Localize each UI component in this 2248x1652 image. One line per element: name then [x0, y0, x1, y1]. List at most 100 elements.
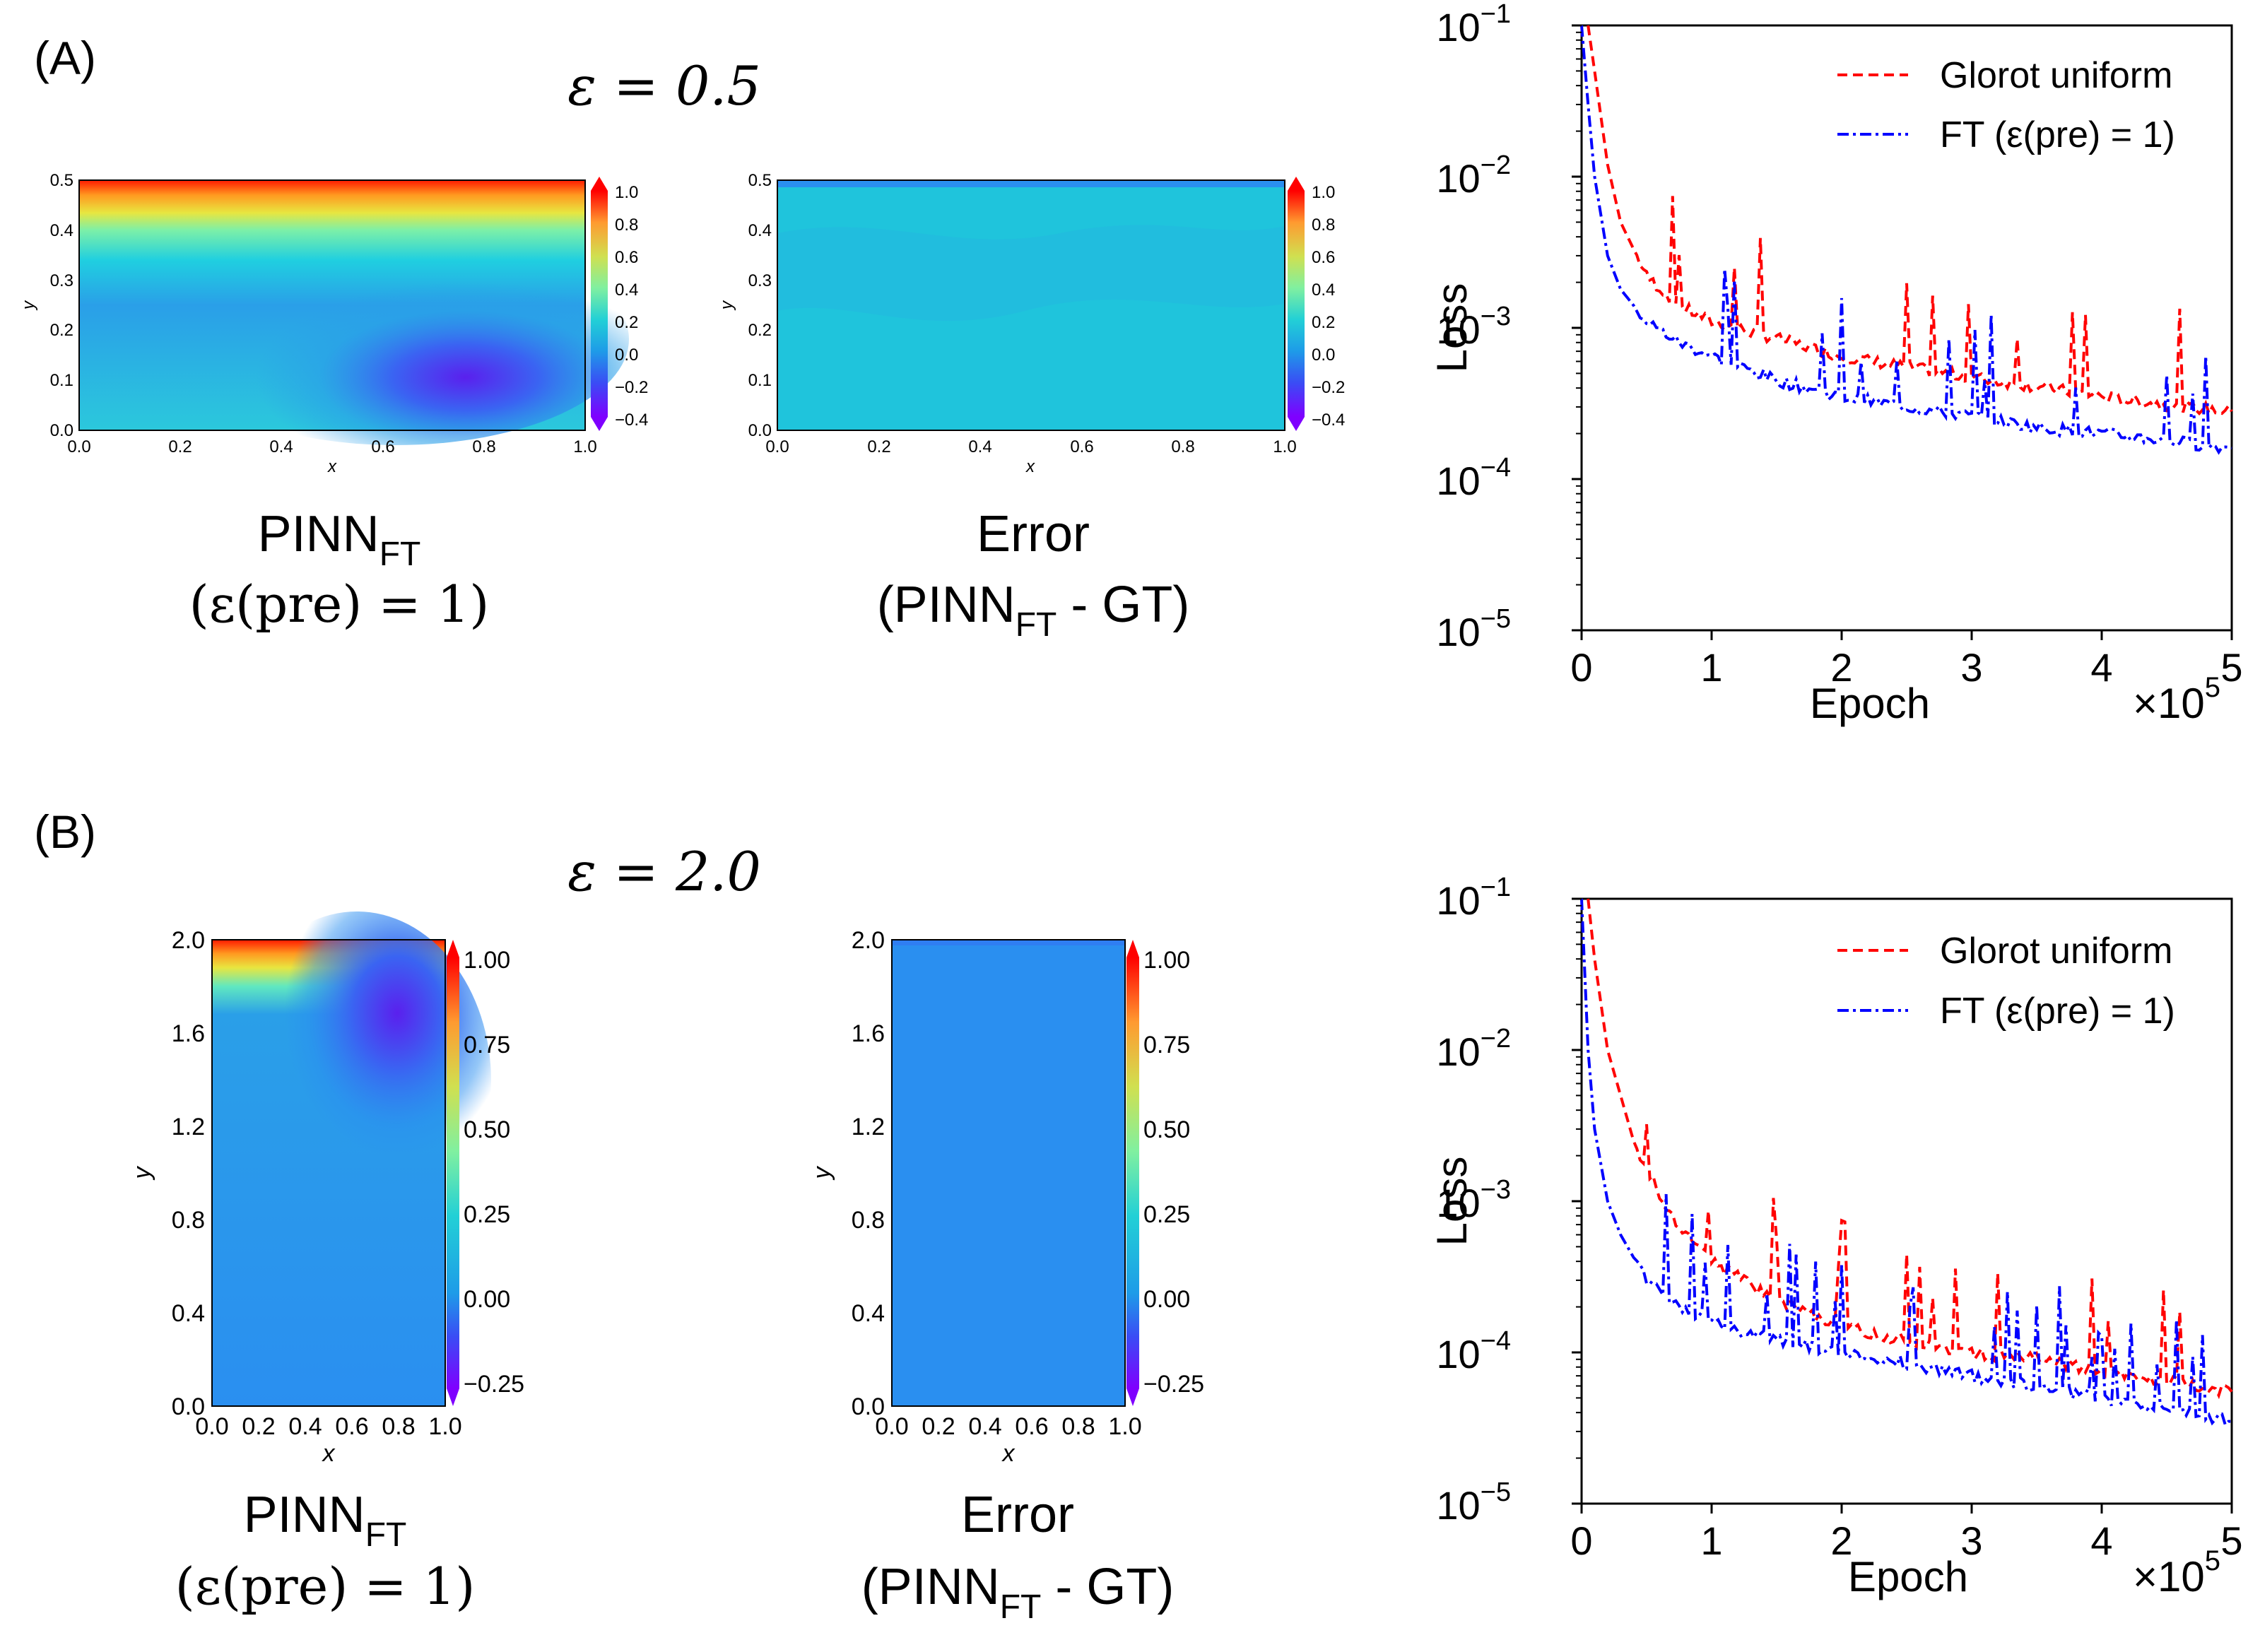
x-tick-label: 5 — [2220, 645, 2242, 690]
colorbar-tick: −0.2 — [1312, 378, 1345, 397]
colorbar-tick: 0.8 — [1312, 216, 1335, 235]
colorbar-tick: 1.0 — [1312, 183, 1335, 202]
plot-frame — [1580, 897, 2233, 1505]
tick-label: 0.4 — [748, 221, 772, 240]
y-axis-label: y — [808, 1166, 835, 1181]
tick-label: 0.6 — [1015, 1413, 1048, 1440]
x-tick-label: 5 — [2220, 1518, 2242, 1563]
colorbar-bottom-arrow — [1288, 417, 1305, 431]
y-tick-label: 10−2 — [1436, 1024, 1511, 1074]
colorbar-tick: 0.0 — [1312, 346, 1335, 365]
tick-label: 2.0 — [852, 927, 885, 954]
caption-text: PINN — [258, 506, 379, 562]
x-axis-label: x — [322, 1440, 336, 1467]
epsilon-title: ε = 2.0 — [567, 840, 761, 903]
tick-label: 0.3 — [748, 271, 772, 290]
y-tick-label: 10−4 — [1436, 1326, 1511, 1376]
vortex-core — [223, 911, 491, 1251]
tick-label: 0.0 — [852, 1393, 885, 1420]
colorbar-gradient — [1126, 957, 1139, 1388]
colorbar-error: 1.0 0.8 0.6 0.4 0.2 0.0 −0.2 −0.4 — [1288, 177, 1345, 431]
colorbar-tick: 0.2 — [1312, 313, 1335, 332]
y-tick-label: 10−3 — [1436, 302, 1511, 352]
caption-text: - GT) — [1057, 577, 1189, 633]
y-tick-label: 10−4 — [1436, 453, 1511, 503]
caption-right: Error (PINNFT - GT) — [877, 506, 1190, 644]
caption-line1: Error — [961, 1487, 1074, 1543]
y-tick-label: 10−3 — [1436, 1175, 1511, 1225]
x-tick-label: 2 — [1830, 645, 1852, 690]
svg-text:(PINNFT - GT): (PINNFT - GT) — [861, 1559, 1175, 1626]
caption-line2: (ε(pre) = 1) — [189, 574, 490, 634]
tick-label: 1.2 — [172, 1114, 205, 1140]
panel-a: (A) ε = 0.5 0.0 0.2 0.4 0.6 0.8 1.0 0.0 … — [19, 0, 2243, 727]
y-axis-label: y — [19, 300, 38, 311]
x-multiplier: ×105 — [2133, 672, 2220, 727]
tick-label: 0.3 — [50, 271, 73, 290]
error-contour — [777, 225, 1285, 321]
y-tick-label: 10−1 — [1436, 0, 1511, 49]
x-tick-label: 2 — [1830, 1518, 1852, 1563]
panel-label: (B) — [34, 806, 96, 858]
colorbar-tick: 1.0 — [615, 183, 638, 202]
y-tick-label: 10−5 — [1436, 1477, 1511, 1528]
plot-frame — [891, 939, 1126, 1407]
tick-label: 0.8 — [382, 1413, 415, 1440]
y-tick-labels: 0.0 0.1 0.2 0.3 0.4 0.5 — [50, 171, 73, 440]
tick-label: 0.6 — [1070, 437, 1093, 456]
colorbar-left: 1.0 0.8 0.6 0.4 0.2 0.0 −0.2 −0.4 — [591, 177, 648, 431]
x-tick-label: 0 — [1570, 645, 1592, 690]
legend-label: Glorot uniform — [1940, 931, 2172, 972]
x-axis-label: Epoch — [1848, 1553, 1968, 1600]
x-tick-label: 3 — [1960, 1518, 1982, 1563]
x-tick-label: 1 — [1700, 1518, 1722, 1563]
x-axis-label: x — [1025, 457, 1035, 476]
tick-label: 0.4 — [852, 1300, 885, 1327]
series-line — [1580, 898, 2232, 1428]
tick-label: 1.0 — [1108, 1413, 1141, 1440]
colorbar-tick: 0.75 — [464, 1032, 510, 1058]
top-edge-band — [892, 940, 1125, 945]
tick-label: 0.1 — [50, 371, 73, 390]
vortex-core — [163, 233, 629, 445]
colorbar-tick: 0.8 — [615, 216, 638, 235]
top-edge-band — [777, 180, 1285, 187]
caption-text: (PINN — [877, 577, 1016, 633]
tick-label: 0.0 — [50, 421, 73, 440]
series-line — [1587, 25, 2233, 418]
x-tick-label: 4 — [2090, 1518, 2112, 1563]
colorbar-tick: −0.25 — [464, 1371, 524, 1398]
y-axis-label: Loss — [1428, 1157, 1476, 1246]
y-axis-label: y — [129, 1166, 155, 1181]
colorbar-tick: 0.00 — [1143, 1286, 1190, 1313]
caption-text: PINN — [244, 1487, 365, 1543]
colorbar-bottom-arrow — [591, 417, 608, 431]
plot-frame — [211, 939, 446, 1407]
legend: Glorot uniform FT (ε(pre) = 1) — [1837, 931, 2175, 1032]
y-tick-labels: 0.0 0.1 0.2 0.3 0.4 0.5 — [748, 171, 772, 440]
tick-label: 0.2 — [50, 321, 73, 340]
x-tick-label: 4 — [2090, 645, 2112, 690]
y-axis-label: Loss — [1428, 283, 1476, 373]
svg-text:PINNFT: PINNFT — [244, 1487, 407, 1554]
tick-label: 1.6 — [172, 1020, 205, 1047]
colorbar-tick: 0.50 — [1143, 1116, 1190, 1143]
caption-subscript: FT — [1000, 1588, 1042, 1626]
tick-label: 0.8 — [172, 1207, 205, 1234]
panel-label: (A) — [34, 32, 96, 84]
x-tick-labels: 0.0 0.2 0.4 0.6 0.8 1.0 — [875, 1413, 1141, 1440]
colorbar-tick: 0.4 — [1312, 281, 1335, 300]
tick-label: 0.2 — [867, 437, 890, 456]
tick-label: 0.4 — [269, 437, 293, 456]
x-tick-labels: 0.0 0.2 0.4 0.6 0.8 1.0 — [67, 437, 596, 456]
tick-label: 0.6 — [371, 437, 394, 456]
tick-label: 0.0 — [195, 1413, 228, 1440]
tick-label: 1.6 — [852, 1020, 885, 1047]
caption-left: PINNFT (ε(pre) = 1) — [175, 1487, 476, 1616]
y-tick-label: 10−5 — [1436, 604, 1511, 654]
tick-label: 0.8 — [1061, 1413, 1095, 1440]
tick-label: 0.4 — [968, 1413, 1001, 1440]
x-axis-label: x — [327, 457, 337, 476]
series-line — [1580, 25, 2232, 455]
tick-label: 0.2 — [168, 437, 192, 456]
